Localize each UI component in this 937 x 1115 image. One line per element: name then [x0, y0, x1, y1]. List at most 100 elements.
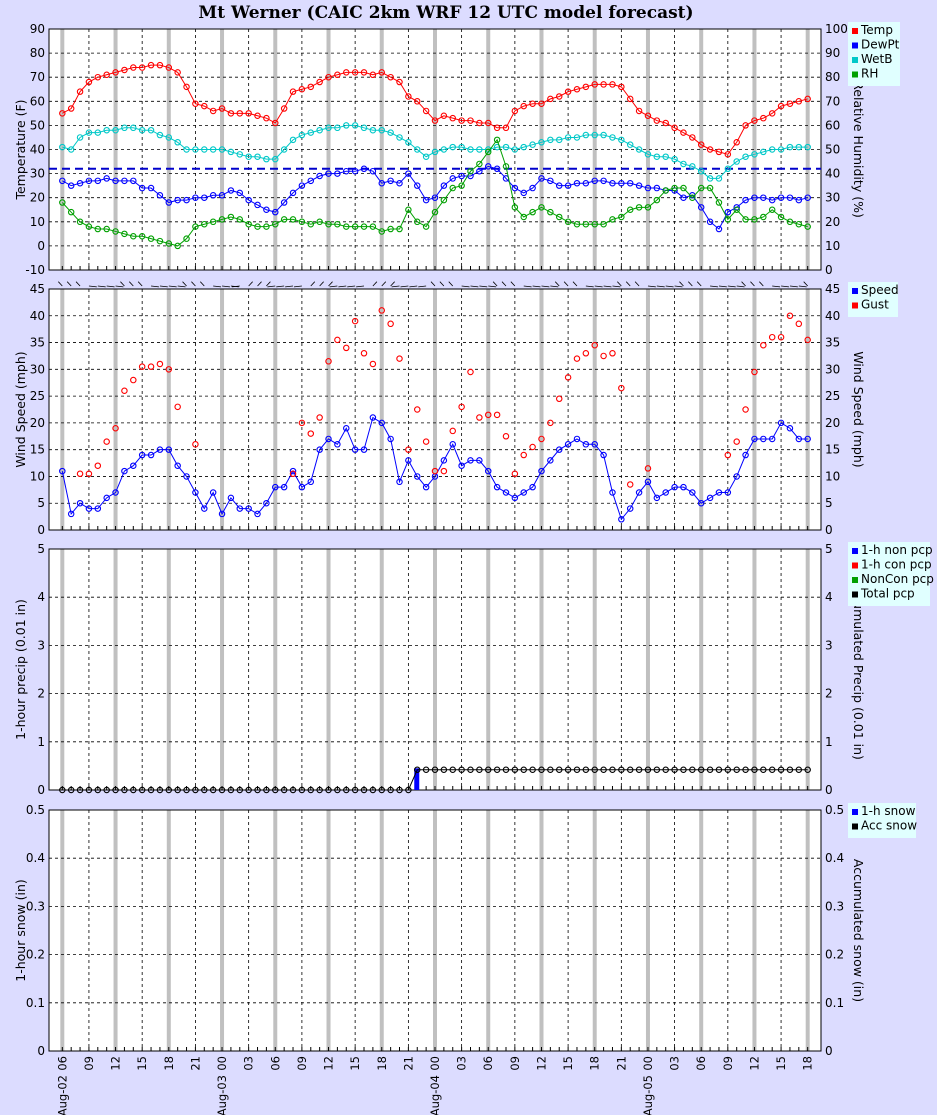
wind-arrow: [798, 285, 807, 288]
series-gust-point: [103, 438, 110, 445]
series-dewpt-point: [653, 184, 661, 192]
series-wetb-point: [130, 124, 137, 132]
wind-arrow: [448, 281, 454, 287]
x-tick-label: 12: [109, 1056, 123, 1071]
series-total-pcp-point: [103, 786, 110, 794]
series-gust-point: [609, 350, 616, 357]
legend-label: RH: [861, 67, 878, 81]
series-dewpt-point: [538, 175, 545, 182]
series-rh-point: [227, 213, 235, 221]
y-tick-label: 40: [30, 143, 45, 157]
legend-swatch: [852, 823, 858, 830]
series-wetb-point: [564, 134, 572, 141]
series-speed-point: [307, 478, 315, 486]
series-dewpt-point: [422, 196, 430, 204]
y2-tick-label: 2: [825, 687, 833, 701]
x-date-label: Aug-05: [641, 1075, 655, 1115]
series-speed-point: [156, 446, 164, 453]
series-total-pcp-point: [467, 766, 474, 774]
series-wetb-point: [289, 136, 297, 144]
legend-swatch: [852, 809, 858, 815]
series-wetb-point: [94, 129, 102, 136]
series-dewpt-point: [360, 165, 368, 173]
series-wetb-point: [334, 124, 341, 132]
wind-arrow: [338, 285, 347, 288]
wind-arrow: [439, 281, 445, 287]
series-rh-point: [183, 235, 190, 242]
wind-arrow: [501, 281, 507, 287]
series-wetb-point: [751, 151, 758, 158]
series-temp-point: [112, 69, 119, 76]
series-dewpt-point: [334, 170, 341, 177]
series-dewpt-point: [529, 184, 536, 192]
series-dewpt-point: [369, 167, 377, 175]
series-dewpt-point: [307, 177, 315, 185]
legend-label: 1-h con pcp: [861, 558, 932, 572]
wind-arrow: [329, 285, 338, 288]
series-temp-point: [201, 102, 208, 110]
series-temp-point: [493, 124, 501, 132]
series-wetb-point: [768, 146, 776, 153]
series-speed-point: [94, 505, 102, 512]
series-gust-point: [484, 411, 492, 419]
series-speed-point: [609, 489, 616, 496]
series-speed-point: [289, 467, 297, 475]
legend-label: 1-h snow: [861, 804, 916, 818]
series-wetb-point: [343, 122, 350, 129]
series-rh-point: [254, 223, 261, 230]
series-total-pcp-point: [804, 766, 811, 774]
series-rh-point: [245, 220, 252, 228]
series-total-pcp-point: [147, 786, 155, 794]
series-speed-point: [680, 483, 687, 491]
wind-arrow: [159, 285, 168, 288]
x-date-label: Aug-04: [428, 1075, 442, 1115]
series-dewpt-point: [777, 194, 785, 201]
series-wetb-point: [440, 146, 448, 153]
series-speed-point: [280, 483, 288, 491]
series-wetb-point: [112, 126, 119, 134]
series-speed-point: [777, 419, 785, 427]
plot-border: [48, 28, 822, 271]
wind-arrow: [554, 281, 560, 287]
series-total-pcp-point: [121, 786, 128, 794]
series-dewpt-point: [263, 206, 270, 214]
panel-snow: 0.5 0.5 0.4 0.4 0.3 0.3 0.2 0.2 0.1 0.1 0 0 1-hour s…: [13, 803, 917, 1058]
series-dewpt-point: [174, 196, 181, 204]
series-rh-point: [493, 136, 501, 144]
series-rh-point: [174, 242, 181, 250]
wind-arrow: [75, 281, 81, 287]
series-speed-point: [582, 441, 590, 448]
series-rh-point: [138, 233, 146, 240]
series-speed-point: [343, 424, 350, 432]
series-gust-point: [644, 465, 652, 472]
series-gust-point: [795, 320, 803, 328]
y-tick-label: 5: [37, 542, 45, 556]
series-total-pcp-point: [94, 786, 102, 794]
series-speed-point: [147, 451, 155, 459]
series-dewpt-point: [236, 189, 244, 197]
series-total-pcp-point: [138, 786, 146, 794]
series-temp-point: [334, 71, 341, 79]
series-total-pcp-point: [777, 766, 785, 774]
legend-swatch: [852, 577, 858, 583]
plot-border: [48, 288, 822, 531]
series-dewpt-line: [62, 165, 808, 230]
series-dewpt-point: [280, 199, 288, 206]
series-wetb-point: [662, 153, 669, 160]
y2-axis-label: Wind Speed (mph): [851, 351, 866, 467]
series-rh-point: [112, 228, 119, 235]
series-gust-point: [591, 341, 598, 349]
y-tick-label: 0: [37, 1044, 45, 1058]
series-rh-point: [733, 206, 740, 214]
series-total-pcp-point: [405, 786, 412, 794]
series-wetb-point: [325, 124, 332, 132]
series-dewpt-point: [742, 196, 749, 204]
series-rh-point: [334, 220, 341, 228]
y2-tick-label: 4: [825, 590, 833, 604]
series-wetb-point: [520, 143, 527, 151]
series-dewpt-point: [511, 184, 519, 192]
series-gust-point: [511, 470, 519, 478]
series-temp-point: [653, 117, 661, 124]
x-tick-label: 12: [534, 1056, 548, 1071]
series-total-pcp-point: [609, 766, 616, 774]
